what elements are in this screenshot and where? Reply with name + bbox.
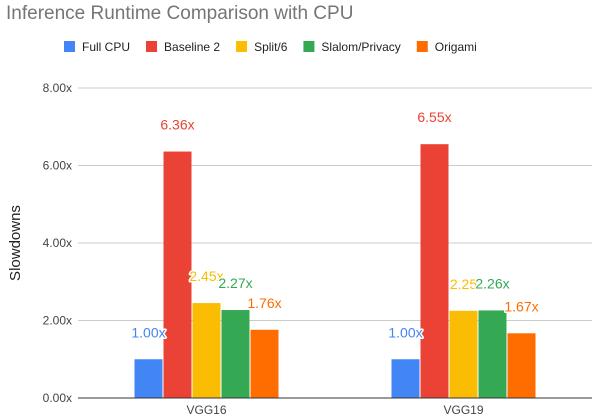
- data-label: 1.67x: [504, 298, 538, 314]
- legend-swatch: [416, 41, 428, 52]
- legend-item: Slalom/Privacy: [303, 40, 401, 54]
- x-axis-ticks: VGG16 VGG19: [186, 403, 483, 417]
- legend: Full CPU Baseline 2 Split/6 Slalom/Privacy O…: [64, 40, 477, 54]
- data-label: 2.25: [450, 276, 477, 292]
- legend-swatch: [146, 41, 158, 52]
- bar-origami-vgg16: [250, 329, 279, 398]
- legend-swatch: [64, 41, 75, 52]
- bar-baseline-2-vgg16: [163, 151, 192, 398]
- legend-item: Split/6: [236, 40, 288, 54]
- bar-slalom-privacy-vgg19: [478, 310, 507, 398]
- legend-label: Origami: [435, 40, 477, 54]
- y-tick-label: 2.00x: [43, 314, 72, 328]
- y-axis-title: Slowdowns: [7, 205, 24, 281]
- x-tick-label: VGG19: [443, 403, 483, 417]
- data-label: 2.27x: [218, 275, 252, 291]
- bar-split-6-vgg19: [449, 310, 478, 398]
- data-label: 6.36x: [160, 117, 194, 133]
- legend-label: Full CPU: [82, 40, 130, 54]
- legend-item: Origami: [416, 40, 477, 54]
- legend-label: Slalom/Privacy: [321, 40, 400, 54]
- bars: [134, 144, 536, 398]
- bar-slalom-privacy-vgg16: [221, 310, 250, 398]
- bar-split-6-vgg16: [192, 303, 221, 398]
- legend-label: Split/6: [254, 40, 288, 54]
- legend-swatch: [236, 41, 248, 52]
- bar-origami-vgg19: [507, 333, 536, 398]
- chart-title: Inference Runtime Comparison with CPU: [6, 3, 353, 24]
- data-label: 2.26x: [475, 275, 509, 291]
- x-tick-label: VGG16: [186, 403, 226, 417]
- bar-baseline-2-vgg19: [420, 144, 449, 398]
- gridlines: [78, 87, 592, 321]
- y-tick-label: 4.00x: [43, 236, 72, 250]
- legend-item: Full CPU: [64, 40, 130, 54]
- data-label: 1.00x: [388, 324, 422, 340]
- bar-full-cpu-vgg16: [134, 359, 163, 398]
- y-tick-label: 6.00x: [43, 159, 72, 173]
- y-tick-label: 8.00x: [43, 81, 72, 95]
- legend-label: Baseline 2: [164, 40, 220, 54]
- data-label: 2.45x: [189, 268, 223, 284]
- y-tick-label: 0.00x: [43, 391, 72, 405]
- data-label: 1.76x: [247, 295, 281, 311]
- y-axis-ticks: 0.00x 2.00x 4.00x 6.00x 8.00x: [43, 81, 72, 405]
- legend-item: Baseline 2: [146, 40, 220, 54]
- legend-swatch: [303, 41, 315, 52]
- data-label: 6.55x: [417, 109, 451, 125]
- data-label: 1.00x: [131, 324, 165, 340]
- bar-full-cpu-vgg19: [391, 359, 420, 398]
